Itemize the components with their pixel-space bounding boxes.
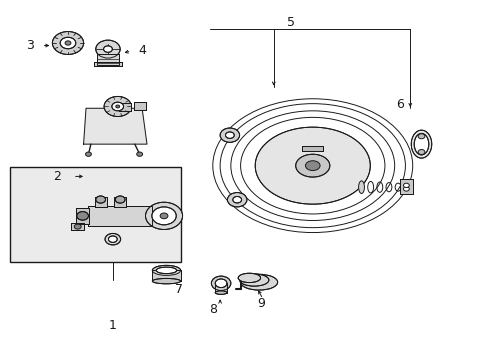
Circle shape bbox=[225, 132, 234, 138]
Circle shape bbox=[417, 134, 424, 139]
Circle shape bbox=[103, 46, 112, 52]
Circle shape bbox=[85, 152, 91, 156]
Circle shape bbox=[116, 105, 120, 108]
Bar bbox=[152, 270, 180, 281]
Bar bbox=[76, 208, 89, 224]
Circle shape bbox=[112, 102, 123, 111]
Bar bbox=[302, 146, 323, 151]
Bar bbox=[119, 103, 131, 111]
Bar bbox=[114, 197, 126, 207]
Bar bbox=[152, 270, 180, 281]
Circle shape bbox=[108, 236, 117, 242]
Circle shape bbox=[77, 212, 88, 220]
Ellipse shape bbox=[305, 161, 320, 171]
Text: 1: 1 bbox=[109, 319, 117, 332]
Ellipse shape bbox=[215, 291, 226, 294]
Circle shape bbox=[52, 32, 83, 54]
Text: 9: 9 bbox=[257, 297, 265, 310]
Circle shape bbox=[403, 183, 408, 188]
Ellipse shape bbox=[295, 154, 329, 177]
Bar bbox=[134, 102, 145, 110]
Bar bbox=[399, 179, 412, 194]
Ellipse shape bbox=[238, 273, 260, 283]
Text: 5: 5 bbox=[286, 16, 294, 29]
Circle shape bbox=[74, 224, 81, 229]
Bar bbox=[76, 208, 89, 224]
Bar bbox=[10, 167, 181, 262]
Ellipse shape bbox=[255, 127, 369, 204]
Bar bbox=[119, 103, 131, 111]
Ellipse shape bbox=[413, 134, 428, 155]
Circle shape bbox=[211, 276, 230, 291]
Bar bbox=[94, 62, 122, 66]
Circle shape bbox=[232, 197, 241, 203]
Bar bbox=[95, 197, 106, 207]
Text: 2: 2 bbox=[53, 170, 61, 183]
Circle shape bbox=[220, 128, 239, 142]
Circle shape bbox=[417, 149, 424, 154]
Polygon shape bbox=[83, 108, 147, 144]
Text: 8: 8 bbox=[208, 303, 216, 316]
Circle shape bbox=[115, 196, 125, 203]
Text: 3: 3 bbox=[26, 39, 34, 52]
Ellipse shape bbox=[152, 278, 180, 284]
Ellipse shape bbox=[410, 130, 431, 158]
Ellipse shape bbox=[239, 274, 268, 286]
Circle shape bbox=[137, 152, 142, 156]
Bar bbox=[94, 62, 122, 66]
Text: 6: 6 bbox=[396, 98, 404, 111]
Circle shape bbox=[227, 193, 246, 207]
Circle shape bbox=[160, 213, 167, 219]
Bar bbox=[215, 283, 226, 293]
Text: 4: 4 bbox=[138, 44, 146, 57]
Circle shape bbox=[104, 96, 131, 117]
Bar bbox=[71, 223, 83, 230]
Circle shape bbox=[105, 233, 121, 245]
Bar bbox=[88, 206, 152, 226]
Bar bbox=[97, 54, 119, 64]
Bar bbox=[302, 146, 323, 151]
Text: 7: 7 bbox=[174, 283, 183, 296]
Ellipse shape bbox=[152, 265, 180, 275]
Bar bbox=[97, 54, 119, 64]
Circle shape bbox=[403, 187, 408, 191]
Circle shape bbox=[96, 40, 120, 58]
Bar bbox=[134, 102, 145, 110]
Ellipse shape bbox=[156, 267, 176, 274]
Bar bbox=[399, 179, 412, 194]
Bar bbox=[215, 283, 226, 293]
Ellipse shape bbox=[358, 181, 364, 193]
Circle shape bbox=[152, 207, 176, 225]
Bar bbox=[71, 223, 83, 230]
Bar bbox=[88, 206, 152, 226]
Bar bbox=[114, 197, 126, 207]
Circle shape bbox=[145, 202, 182, 229]
Circle shape bbox=[60, 37, 76, 49]
Bar bbox=[95, 197, 106, 207]
Circle shape bbox=[215, 279, 226, 288]
Circle shape bbox=[96, 196, 105, 203]
Circle shape bbox=[65, 41, 71, 45]
Ellipse shape bbox=[240, 274, 277, 290]
